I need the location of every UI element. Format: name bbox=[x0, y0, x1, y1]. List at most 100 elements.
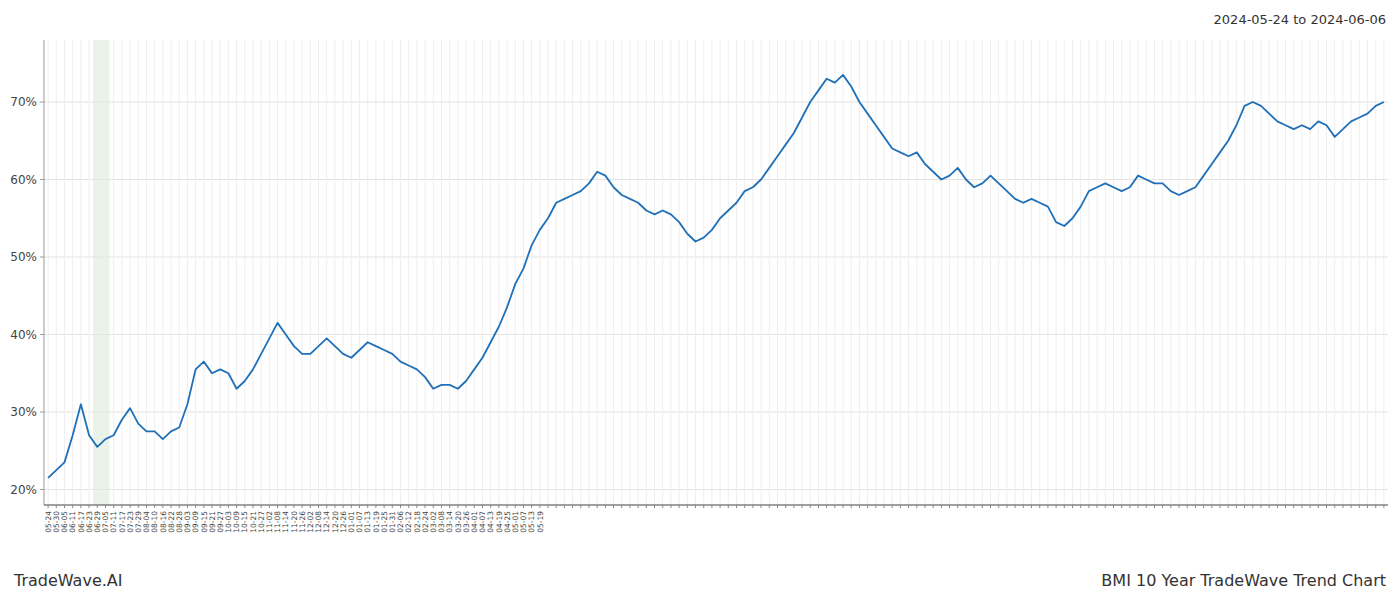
x-tick bbox=[597, 505, 598, 508]
x-tick bbox=[1203, 505, 1204, 508]
x-tick bbox=[1170, 505, 1171, 508]
x-grid-line bbox=[1113, 40, 1114, 505]
line bbox=[48, 75, 1384, 478]
x-tick bbox=[89, 505, 90, 508]
x-grid-line bbox=[1129, 40, 1130, 505]
x-grid-line bbox=[1179, 40, 1180, 505]
x-tick bbox=[334, 505, 335, 508]
x-tick bbox=[728, 505, 729, 508]
x-tick bbox=[588, 505, 589, 508]
x-tick bbox=[957, 505, 958, 508]
x-tick bbox=[875, 505, 876, 508]
x-tick bbox=[277, 505, 278, 508]
title: BMI 10 Year TradeWave Trend Chart bbox=[1101, 571, 1386, 590]
x-grid-line bbox=[1269, 40, 1270, 505]
x-tick bbox=[859, 505, 860, 508]
x-tick bbox=[662, 505, 663, 508]
x-tick bbox=[359, 505, 360, 508]
x-grid-line bbox=[466, 40, 467, 505]
x-grid-line bbox=[277, 40, 278, 505]
x-grid-line bbox=[425, 40, 426, 505]
x-tick bbox=[982, 505, 983, 508]
x-grid-line bbox=[580, 40, 581, 505]
x-grid-line bbox=[998, 40, 999, 505]
annotation: TradeWave.AI bbox=[13, 571, 122, 590]
x-grid-line bbox=[64, 40, 65, 505]
x-grid-line bbox=[826, 40, 827, 505]
x-tick bbox=[318, 505, 319, 508]
x-grid-line bbox=[851, 40, 852, 505]
x-grid-line bbox=[105, 40, 106, 505]
x-tick bbox=[466, 505, 467, 508]
x-grid-line bbox=[195, 40, 196, 505]
x-grid-line bbox=[1056, 40, 1057, 505]
x-tick bbox=[998, 505, 999, 508]
x-grid-line bbox=[490, 40, 491, 505]
x-grid-line bbox=[720, 40, 721, 505]
x-grid-line bbox=[597, 40, 598, 505]
x-grid-line bbox=[1293, 40, 1294, 505]
x-grid-line bbox=[326, 40, 327, 505]
x-tick bbox=[646, 505, 647, 508]
x-grid-line bbox=[302, 40, 303, 505]
x-grid-line bbox=[761, 40, 762, 505]
x-grid-line bbox=[1301, 40, 1302, 505]
x-grid-line bbox=[228, 40, 229, 505]
x-tick bbox=[384, 505, 385, 508]
x-tick bbox=[1138, 505, 1139, 508]
x-tick bbox=[269, 505, 270, 508]
x-grid-line bbox=[1220, 40, 1221, 505]
x-tick bbox=[531, 505, 532, 508]
x-grid-line bbox=[1236, 40, 1237, 505]
x-grid-line bbox=[662, 40, 663, 505]
x-grid-line bbox=[793, 40, 794, 505]
x-grid-line bbox=[703, 40, 704, 505]
x-grid-line bbox=[818, 40, 819, 505]
y-axis-line bbox=[44, 40, 45, 505]
x-tick bbox=[1105, 505, 1106, 508]
x-grid-line bbox=[802, 40, 803, 505]
x-grid-line bbox=[269, 40, 270, 505]
x-tick bbox=[195, 505, 196, 508]
x-tick bbox=[1269, 505, 1270, 508]
y-tick bbox=[40, 102, 44, 103]
x-grid-line bbox=[965, 40, 966, 505]
x-grid-line bbox=[1047, 40, 1048, 505]
x-tick bbox=[507, 505, 508, 508]
x-grid-line bbox=[318, 40, 319, 505]
x-tick bbox=[1326, 505, 1327, 508]
x-grid-line bbox=[711, 40, 712, 505]
x-tick bbox=[48, 505, 49, 508]
x-grid-line bbox=[252, 40, 253, 505]
x-tick bbox=[572, 505, 573, 508]
x-tick bbox=[539, 505, 540, 508]
x-tick bbox=[1310, 505, 1311, 508]
x-tick bbox=[654, 505, 655, 508]
y-tick bbox=[40, 412, 44, 413]
x-grid-line bbox=[220, 40, 221, 505]
x-grid-line bbox=[310, 40, 311, 505]
x-grid-line bbox=[154, 40, 155, 505]
x-grid-line bbox=[1064, 40, 1065, 505]
x-grid-line bbox=[130, 40, 131, 505]
x-tick bbox=[310, 505, 311, 508]
x-tick bbox=[1342, 505, 1343, 508]
x-tick bbox=[1260, 505, 1261, 508]
x-tick bbox=[187, 505, 188, 508]
x-grid-line bbox=[670, 40, 671, 505]
x-grid-line bbox=[359, 40, 360, 505]
x-grid-line bbox=[1285, 40, 1286, 505]
x-tick bbox=[1359, 505, 1360, 508]
x-grid-line bbox=[629, 40, 630, 505]
x-grid-line bbox=[1359, 40, 1360, 505]
x-grid-line bbox=[810, 40, 811, 505]
x-tick bbox=[490, 505, 491, 508]
x-grid-line bbox=[867, 40, 868, 505]
x-grid-line bbox=[203, 40, 204, 505]
x-tick bbox=[1121, 505, 1122, 508]
x-grid-line bbox=[777, 40, 778, 505]
x-tick bbox=[761, 505, 762, 508]
x-tick bbox=[941, 505, 942, 508]
x-tick bbox=[580, 505, 581, 508]
x-grid-line bbox=[736, 40, 737, 505]
